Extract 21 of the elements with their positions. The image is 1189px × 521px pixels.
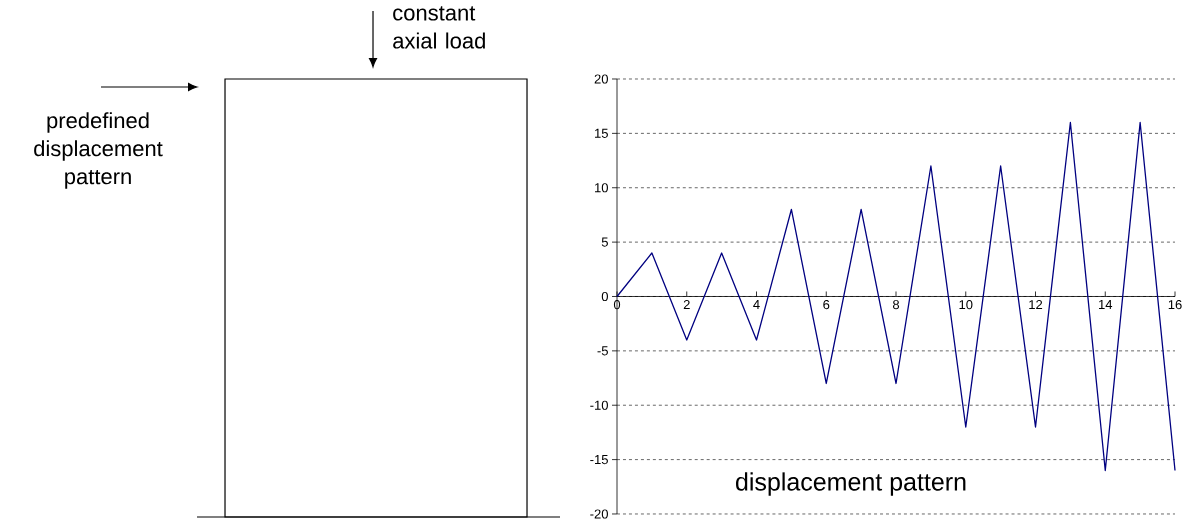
y-tick-label: 5 [601,237,608,247]
text: constant axial load [393,6,485,49]
y-tick-label: 10 [595,183,608,193]
y-tick-label: 15 [595,128,608,138]
x-tick-label: 16 [1168,300,1182,310]
x-tick-label: 0 [613,300,621,310]
y-tick-label: 0 [601,291,608,302]
y-tick-label: -20 [590,509,608,519]
text: predefined displacement pattern [34,112,163,189]
text: displacement pattern [736,472,966,496]
x-tick-label: 8 [892,300,900,310]
x-tick-label: 10 [959,300,973,310]
x-tick-label: 6 [823,300,830,310]
x-tick-label: 12 [1029,300,1043,310]
y-tick-label: -5 [597,346,608,356]
x-tick-label: 2 [683,300,690,310]
x-tick-label: 14 [1099,300,1113,309]
y-tick-label: -10 [590,400,608,410]
x-tick-label: 4 [753,300,760,309]
y-tick-label: -15 [590,455,608,465]
y-tick-label: 20 [594,74,608,84]
